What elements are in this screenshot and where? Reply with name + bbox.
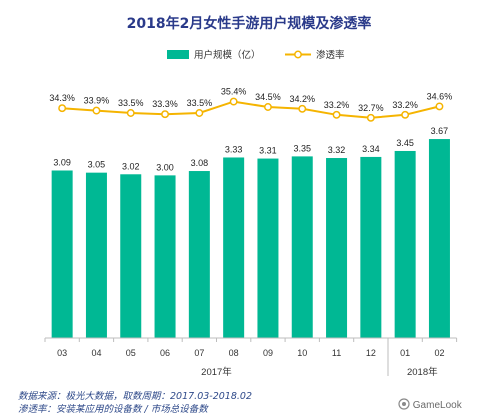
line-value-label: 35.4% — [221, 87, 247, 97]
line-point-11 — [332, 110, 341, 119]
line-value-label: 33.3% — [152, 99, 178, 109]
bar-value-label: 3.34 — [362, 144, 380, 154]
legend-bar-swatch — [167, 50, 189, 59]
bar-value-label: 3.35 — [293, 143, 311, 153]
x-tick-label: 06 — [160, 348, 170, 358]
x-tick-label: 12 — [366, 348, 376, 358]
line-value-label: 34.2% — [289, 94, 315, 104]
line-value-label: 34.5% — [255, 92, 281, 102]
line-point-08 — [229, 97, 238, 106]
line-value-label: 33.2% — [324, 100, 350, 110]
bar-value-label: 3.32 — [328, 145, 346, 155]
line-value-label: 33.9% — [84, 96, 110, 106]
bar-06 — [154, 175, 176, 338]
line-value-label: 32.7% — [358, 103, 384, 113]
bar-value-label: 3.31 — [259, 146, 277, 156]
bar-08 — [223, 157, 245, 338]
line-point-06 — [161, 110, 170, 119]
bar-value-label: 3.09 — [53, 157, 71, 167]
x-tick-label: 10 — [297, 348, 307, 358]
x-tick-label: 02 — [434, 348, 444, 358]
bar-10 — [291, 156, 313, 338]
x-axis: 03 04 05 06 07 08 09 10 11 12 01 02 2017年 2018年 — [44, 337, 458, 378]
x-tick-label: 04 — [91, 348, 101, 358]
legend: 用户规模（亿） 渗透率 — [167, 49, 345, 61]
bar-09 — [257, 158, 279, 338]
x-tick-label: 03 — [57, 348, 67, 358]
line-value-label: 34.3% — [49, 93, 75, 103]
line-point-05 — [126, 109, 135, 117]
bar-value-label: 3.00 — [156, 162, 174, 172]
bar-value-label: 3.02 — [122, 161, 140, 171]
bar-value-label: 3.05 — [88, 160, 106, 170]
x-tick-label: 09 — [263, 348, 273, 358]
line-point-07 — [195, 109, 204, 117]
line-point-10 — [298, 104, 307, 113]
bar-value-label: 3.33 — [225, 144, 243, 154]
brand-watermark: GameLook — [398, 398, 462, 411]
line-value-label: 33.5% — [187, 98, 213, 108]
definition-note: 渗透率：安装某应用的设备数 / 市场总设备数 — [18, 404, 208, 415]
chart-title: 2018年2月女性手游用户规模及渗透率 — [127, 15, 372, 32]
line-point-03 — [58, 104, 67, 113]
year-label: 2018年 — [407, 366, 438, 378]
line-point-12 — [366, 113, 375, 122]
bar-02 — [428, 139, 450, 338]
x-tick-label: 01 — [400, 348, 410, 358]
bar-03 — [51, 170, 73, 338]
bar-11 — [326, 158, 348, 338]
x-tick-label: 11 — [332, 348, 341, 358]
line-value-label: 34.6% — [427, 91, 453, 101]
bar-01 — [394, 150, 416, 338]
legend-line-label: 渗透率 — [316, 49, 345, 61]
legend-bar-label: 用户规模（亿） — [194, 49, 261, 61]
line-point-04 — [92, 106, 101, 115]
x-tick-label: 05 — [126, 348, 136, 358]
line-point-02 — [435, 102, 444, 111]
user-scale-bar-series: 3.09 3.05 3.02 3.00 3.08 3.33 3.31 3.35 3.32 3.34… — [51, 126, 450, 338]
bar-04 — [85, 172, 107, 338]
gamelook-logo-icon — [398, 398, 410, 410]
x-tick-label: 07 — [194, 348, 204, 358]
legend-line-marker — [294, 50, 302, 59]
penetration-line — [62, 100, 440, 119]
bar-12 — [360, 156, 382, 338]
bar-05 — [120, 174, 142, 338]
year-label: 2017年 — [201, 366, 232, 378]
brand-name: GameLook — [412, 400, 462, 411]
data-source-note: 数据来源：极光大数据，取数周期：2017.03-2018.02 — [18, 391, 252, 402]
line-value-label: 33.5% — [118, 98, 144, 108]
bar-value-label: 3.67 — [431, 126, 449, 136]
line-point-01 — [401, 110, 410, 119]
bar-value-label: 3.08 — [191, 158, 209, 168]
penetration-line-series: 34.3% 33.9% 33.5% 33.3% 33.5% 35.4% 34.5% 34.2%… — [49, 87, 453, 122]
line-value-label: 33.2% — [392, 100, 418, 110]
bar-value-label: 3.45 — [396, 138, 414, 148]
x-tick-label: 08 — [229, 348, 239, 358]
line-point-09 — [264, 103, 272, 111]
bar-07 — [188, 171, 210, 338]
